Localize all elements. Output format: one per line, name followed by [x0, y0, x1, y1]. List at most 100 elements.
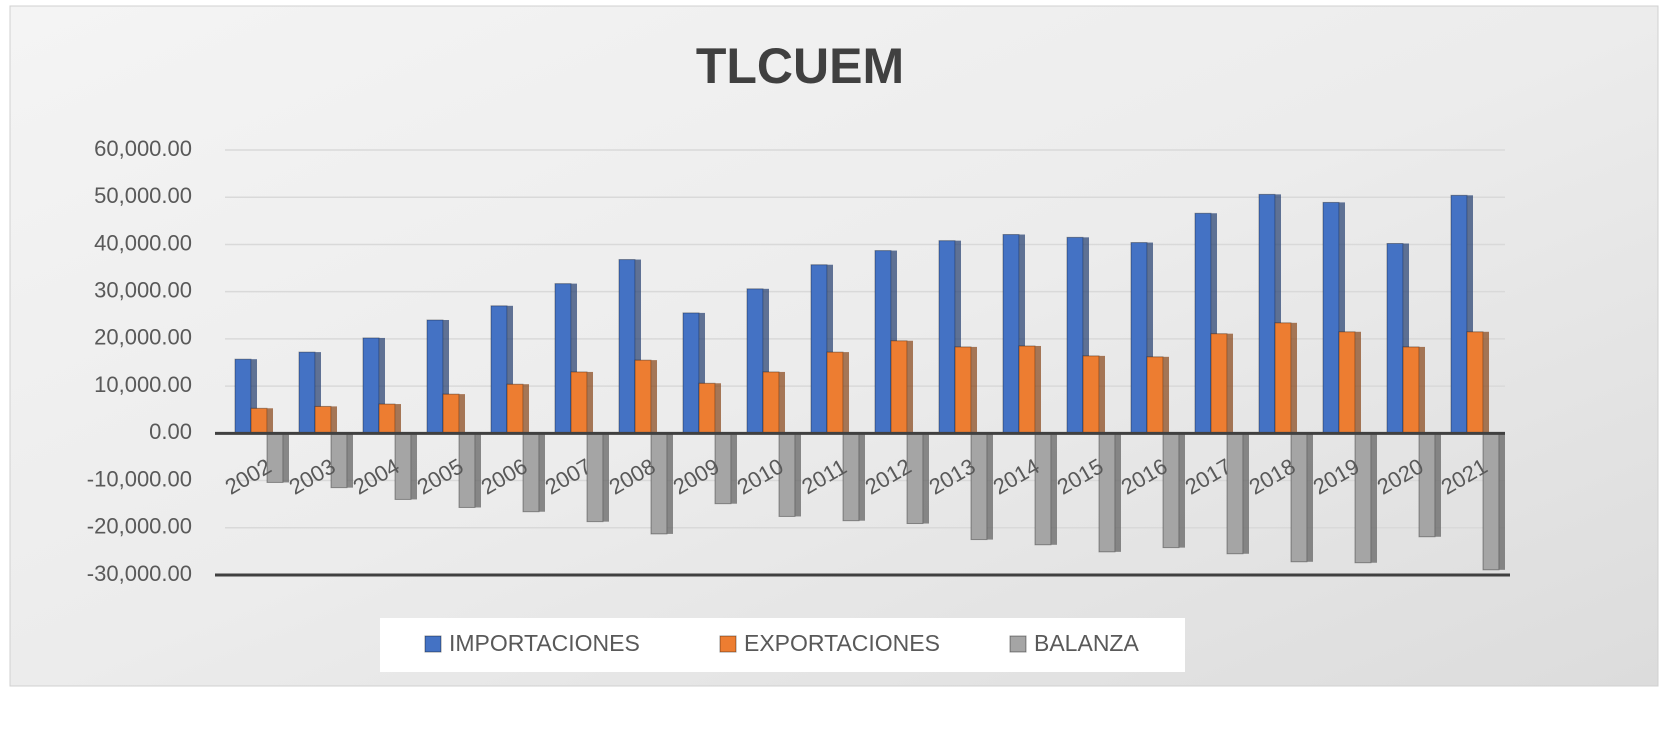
- bar: [1290, 432, 1308, 563]
- bar-shade: [1499, 433, 1505, 570]
- bar-side: [779, 371, 785, 434]
- bar-side: [523, 384, 529, 434]
- bar-side: [587, 371, 593, 434]
- bar: [698, 382, 716, 434]
- bar-shade: [443, 320, 449, 434]
- bar-shade: [1211, 213, 1217, 434]
- bar: [250, 407, 268, 434]
- bar-side: [539, 433, 545, 512]
- bar-shade: [1115, 433, 1121, 552]
- y-tick-label: -30,000.00: [87, 561, 192, 586]
- bar-side: [1291, 322, 1297, 434]
- bar-shade: [795, 433, 801, 517]
- bar-side: [923, 433, 929, 524]
- bar-side: [1019, 234, 1025, 434]
- bar-shade: [1403, 243, 1409, 434]
- bar-side: [443, 320, 449, 434]
- bar-side: [1147, 242, 1153, 434]
- bar-side: [1419, 346, 1425, 434]
- legend-box: [380, 618, 1185, 672]
- bar: [1146, 356, 1164, 434]
- bar-shade: [587, 371, 593, 434]
- bar: [314, 405, 332, 434]
- bar-shade: [731, 433, 737, 504]
- bar: [746, 288, 764, 434]
- bar-shade: [715, 383, 721, 434]
- legend-label: BALANZA: [1034, 630, 1139, 656]
- bar: [1482, 432, 1500, 571]
- bar-side: [667, 433, 673, 534]
- bar: [1226, 432, 1244, 555]
- bar-side: [1051, 433, 1057, 545]
- legend-label: EXPORTACIONES: [744, 630, 940, 656]
- bar: [1194, 212, 1212, 434]
- legend-swatch: [719, 635, 737, 653]
- bar: [1210, 333, 1228, 434]
- bar-shade: [859, 433, 865, 521]
- bar-shade: [1371, 433, 1377, 563]
- bar-side: [843, 352, 849, 434]
- bar-shade: [251, 359, 257, 434]
- bar-shade: [763, 288, 769, 434]
- bar-shade: [1035, 345, 1041, 434]
- bar-shade: [987, 433, 993, 540]
- y-tick-label: 0.00: [149, 419, 192, 444]
- legend-swatch: [424, 635, 442, 653]
- bar-shade: [539, 433, 545, 512]
- bar-side: [1355, 331, 1361, 434]
- bar-shade: [1339, 202, 1345, 434]
- bar-shade: [283, 433, 289, 483]
- bar-side: [395, 404, 401, 434]
- bar-shade: [1275, 194, 1281, 434]
- bar-side: [731, 433, 737, 504]
- bar-shade: [635, 259, 641, 434]
- bar-shade: [347, 433, 353, 488]
- bar-shade: [395, 404, 401, 434]
- bar: [1274, 322, 1292, 434]
- bar: [874, 250, 892, 434]
- bar-shade: [603, 433, 609, 522]
- bar-shade: [1483, 331, 1489, 434]
- bar: [1258, 193, 1276, 434]
- bar-side: [1179, 433, 1185, 548]
- bar-side: [475, 433, 481, 508]
- bar: [1354, 432, 1372, 564]
- bar-shade: [1227, 333, 1233, 434]
- bar: [554, 283, 572, 434]
- bar-side: [1483, 331, 1489, 434]
- bar: [1034, 432, 1052, 546]
- legend-label: IMPORTACIONES: [449, 630, 640, 656]
- bar-shade: [1019, 234, 1025, 434]
- bar: [890, 340, 908, 434]
- y-tick-label: 50,000.00: [94, 183, 192, 208]
- bar: [1002, 234, 1020, 434]
- bar-side: [1403, 243, 1409, 434]
- bar: [1162, 432, 1180, 549]
- bar: [442, 393, 460, 434]
- y-tick-label: 40,000.00: [94, 230, 192, 255]
- bar-shade: [379, 337, 385, 434]
- bar-shade: [1291, 322, 1297, 434]
- bar-side: [1035, 345, 1041, 434]
- bar-side: [907, 340, 913, 434]
- bar: [330, 432, 348, 489]
- y-tick-label: 30,000.00: [94, 277, 192, 302]
- bar: [1130, 242, 1148, 434]
- bar-side: [1307, 433, 1313, 562]
- bar-shade: [571, 283, 577, 434]
- bar-side: [283, 433, 289, 483]
- bar: [1322, 201, 1340, 434]
- chart-background: [9, 5, 1659, 687]
- bar: [762, 371, 780, 434]
- bar-shade: [475, 433, 481, 508]
- bar-shade: [1435, 433, 1441, 537]
- y-tick-label: 20,000.00: [94, 325, 192, 350]
- bar-side: [1275, 194, 1281, 434]
- bar-shade: [827, 264, 833, 434]
- bar-shade: [699, 312, 705, 434]
- bar-side: [827, 264, 833, 434]
- bar-shade: [1051, 433, 1057, 545]
- bar-shade: [779, 371, 785, 434]
- bar: [426, 319, 444, 434]
